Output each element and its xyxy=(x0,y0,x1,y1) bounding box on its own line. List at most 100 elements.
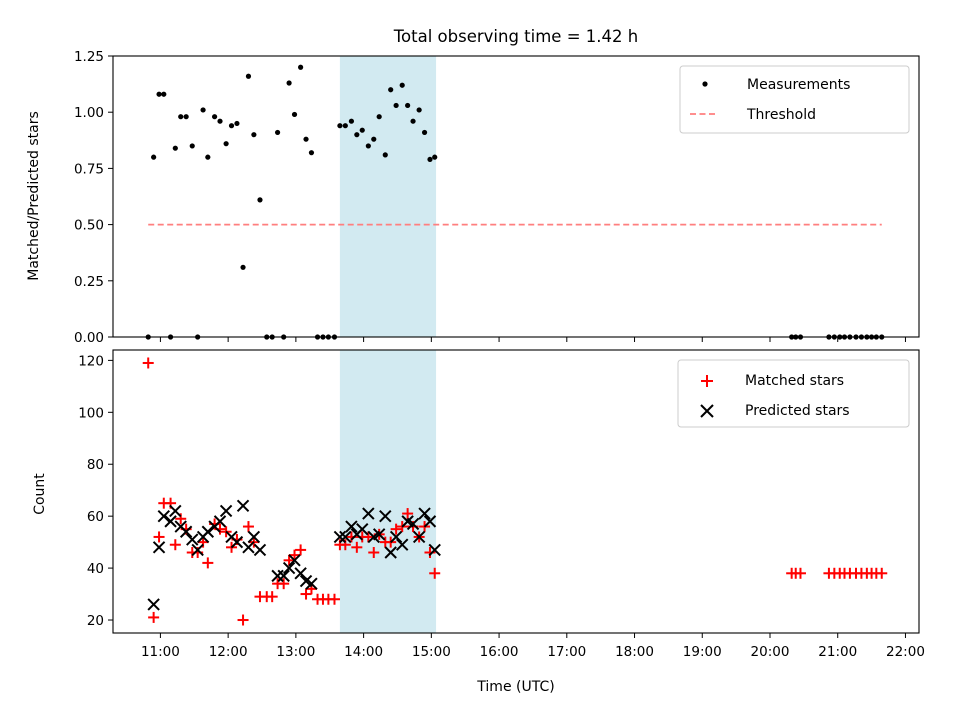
predicted-stars-point xyxy=(418,507,431,520)
measurement-point xyxy=(337,123,343,129)
predicted-stars-point xyxy=(247,530,261,544)
predicted-stars-point xyxy=(219,504,233,518)
matched-stars-point xyxy=(876,567,888,579)
top-legend: Measurements Threshold xyxy=(679,65,910,134)
predicted-stars-point xyxy=(191,543,204,557)
measurement-point xyxy=(274,129,281,136)
bottom-legend: Matched stars Predicted stars xyxy=(677,359,910,428)
legend-predicted-stars: Predicted stars xyxy=(745,403,850,419)
bottom-x-tick-label: 13:00 xyxy=(276,644,315,660)
measurement-point xyxy=(200,107,206,113)
predicted-stars-point xyxy=(169,504,182,518)
bottom-y-tick-label: 80 xyxy=(87,457,104,473)
measurement-point xyxy=(183,114,189,120)
predicted-stars-point xyxy=(372,528,386,541)
measurement-point xyxy=(286,80,292,86)
measurement-point xyxy=(348,118,355,124)
bottom-y-tick-label: 100 xyxy=(78,405,104,421)
legend-matched-stars: Matched stars xyxy=(745,373,844,389)
matched-stars-point xyxy=(402,508,414,520)
matched-stars-point xyxy=(328,593,340,605)
measurement-point xyxy=(410,118,416,124)
top-y-tick-label: 0.00 xyxy=(74,330,104,346)
measurement-point xyxy=(228,123,235,129)
measurement-point xyxy=(376,114,382,120)
predicted-stars-point xyxy=(406,517,420,531)
measurement-point xyxy=(359,127,365,133)
measurement-point xyxy=(371,136,377,142)
top-y-tick-label: 1.00 xyxy=(74,105,104,121)
measurement-point xyxy=(298,64,304,70)
matched-stars-point xyxy=(794,567,806,579)
measurement-point xyxy=(427,156,433,163)
top-y-axis-label: Matched/Predicted stars xyxy=(26,111,42,281)
measurements-legend-marker xyxy=(702,81,708,87)
measurement-point xyxy=(365,143,371,149)
predicted-stars-point xyxy=(396,538,409,551)
bottom-x-tick-label: 17:00 xyxy=(547,644,586,660)
predicted-stars-point xyxy=(356,522,369,536)
bottom-legend-box xyxy=(677,359,910,428)
bottom-x-tick-label: 15:00 xyxy=(412,644,451,660)
chart-title: Total observing time = 1.42 h xyxy=(393,27,638,46)
measurement-point xyxy=(354,132,360,138)
measurement-point xyxy=(211,114,218,120)
predicted-stars-point xyxy=(345,520,358,533)
predicted-stars-point xyxy=(253,543,267,557)
predicted-stars-point xyxy=(379,509,392,523)
measurement-point xyxy=(303,136,309,142)
matched-stars-point xyxy=(266,591,278,603)
predicted-stars-point xyxy=(236,499,250,512)
matched-stars-point xyxy=(362,531,374,543)
top-y-tick-label: 1.25 xyxy=(74,49,104,65)
predicted-stars-point xyxy=(147,598,160,611)
bottom-x-tick-label: 19:00 xyxy=(683,644,722,660)
predicted-stars-point xyxy=(333,530,347,544)
top-legend-box xyxy=(679,65,910,134)
measurement-point xyxy=(291,111,298,118)
top-y-tick-label: 0.50 xyxy=(74,218,104,234)
predicted-legend-marker xyxy=(700,404,714,418)
legend-measurements: Measurements xyxy=(747,77,850,93)
predicted-stars-point xyxy=(179,525,193,538)
bottom-plot-frame xyxy=(112,349,920,634)
count-panel: Count Time (UTC) 20 40 60 80 100 120 11:00 12:0… xyxy=(32,349,925,695)
matched-stars-point xyxy=(283,554,295,566)
measurement-point xyxy=(189,143,195,149)
ratio-panel: Total observing time = 1.42 h Matched/Pr… xyxy=(26,27,920,346)
predicted-stars-point xyxy=(213,515,227,528)
bottom-y-tick-label: 40 xyxy=(87,561,104,577)
measurement-point xyxy=(240,264,246,270)
predicted-stars-point xyxy=(339,530,352,544)
matched-legend-marker xyxy=(701,375,713,387)
matched-stars-point xyxy=(148,611,160,623)
measurement-point xyxy=(399,82,405,88)
measurement-point xyxy=(393,102,399,109)
matched-stars-point xyxy=(142,357,154,369)
top-y-tick-label: 0.75 xyxy=(74,161,104,177)
bottom-y-tick-label: 20 xyxy=(87,613,104,629)
measurement-point xyxy=(421,129,428,136)
legend-threshold: Threshold xyxy=(746,107,816,123)
measurement-point xyxy=(342,123,348,129)
predicted-stars-point xyxy=(389,530,403,544)
predicted-stars-point xyxy=(277,569,290,583)
measurement-point xyxy=(308,150,315,156)
matched-stars-point xyxy=(242,521,254,533)
matched-stars-point xyxy=(169,539,181,551)
measurement-point xyxy=(178,114,184,120)
matched-stars-point xyxy=(289,549,301,561)
measurement-point xyxy=(245,73,252,79)
measurement-point xyxy=(251,132,257,138)
matched-stars-point xyxy=(300,588,312,600)
matched-stars-point xyxy=(278,578,290,590)
measurement-point xyxy=(161,91,167,97)
matched-stars-point xyxy=(429,567,441,579)
measurement-point xyxy=(156,91,162,97)
measurement-point xyxy=(257,197,263,203)
predicted-stars-point xyxy=(186,533,199,546)
predicted-stars-point xyxy=(201,525,215,538)
bottom-x-tick-label: 22:00 xyxy=(886,644,925,660)
predicted-stars-point xyxy=(282,561,296,575)
